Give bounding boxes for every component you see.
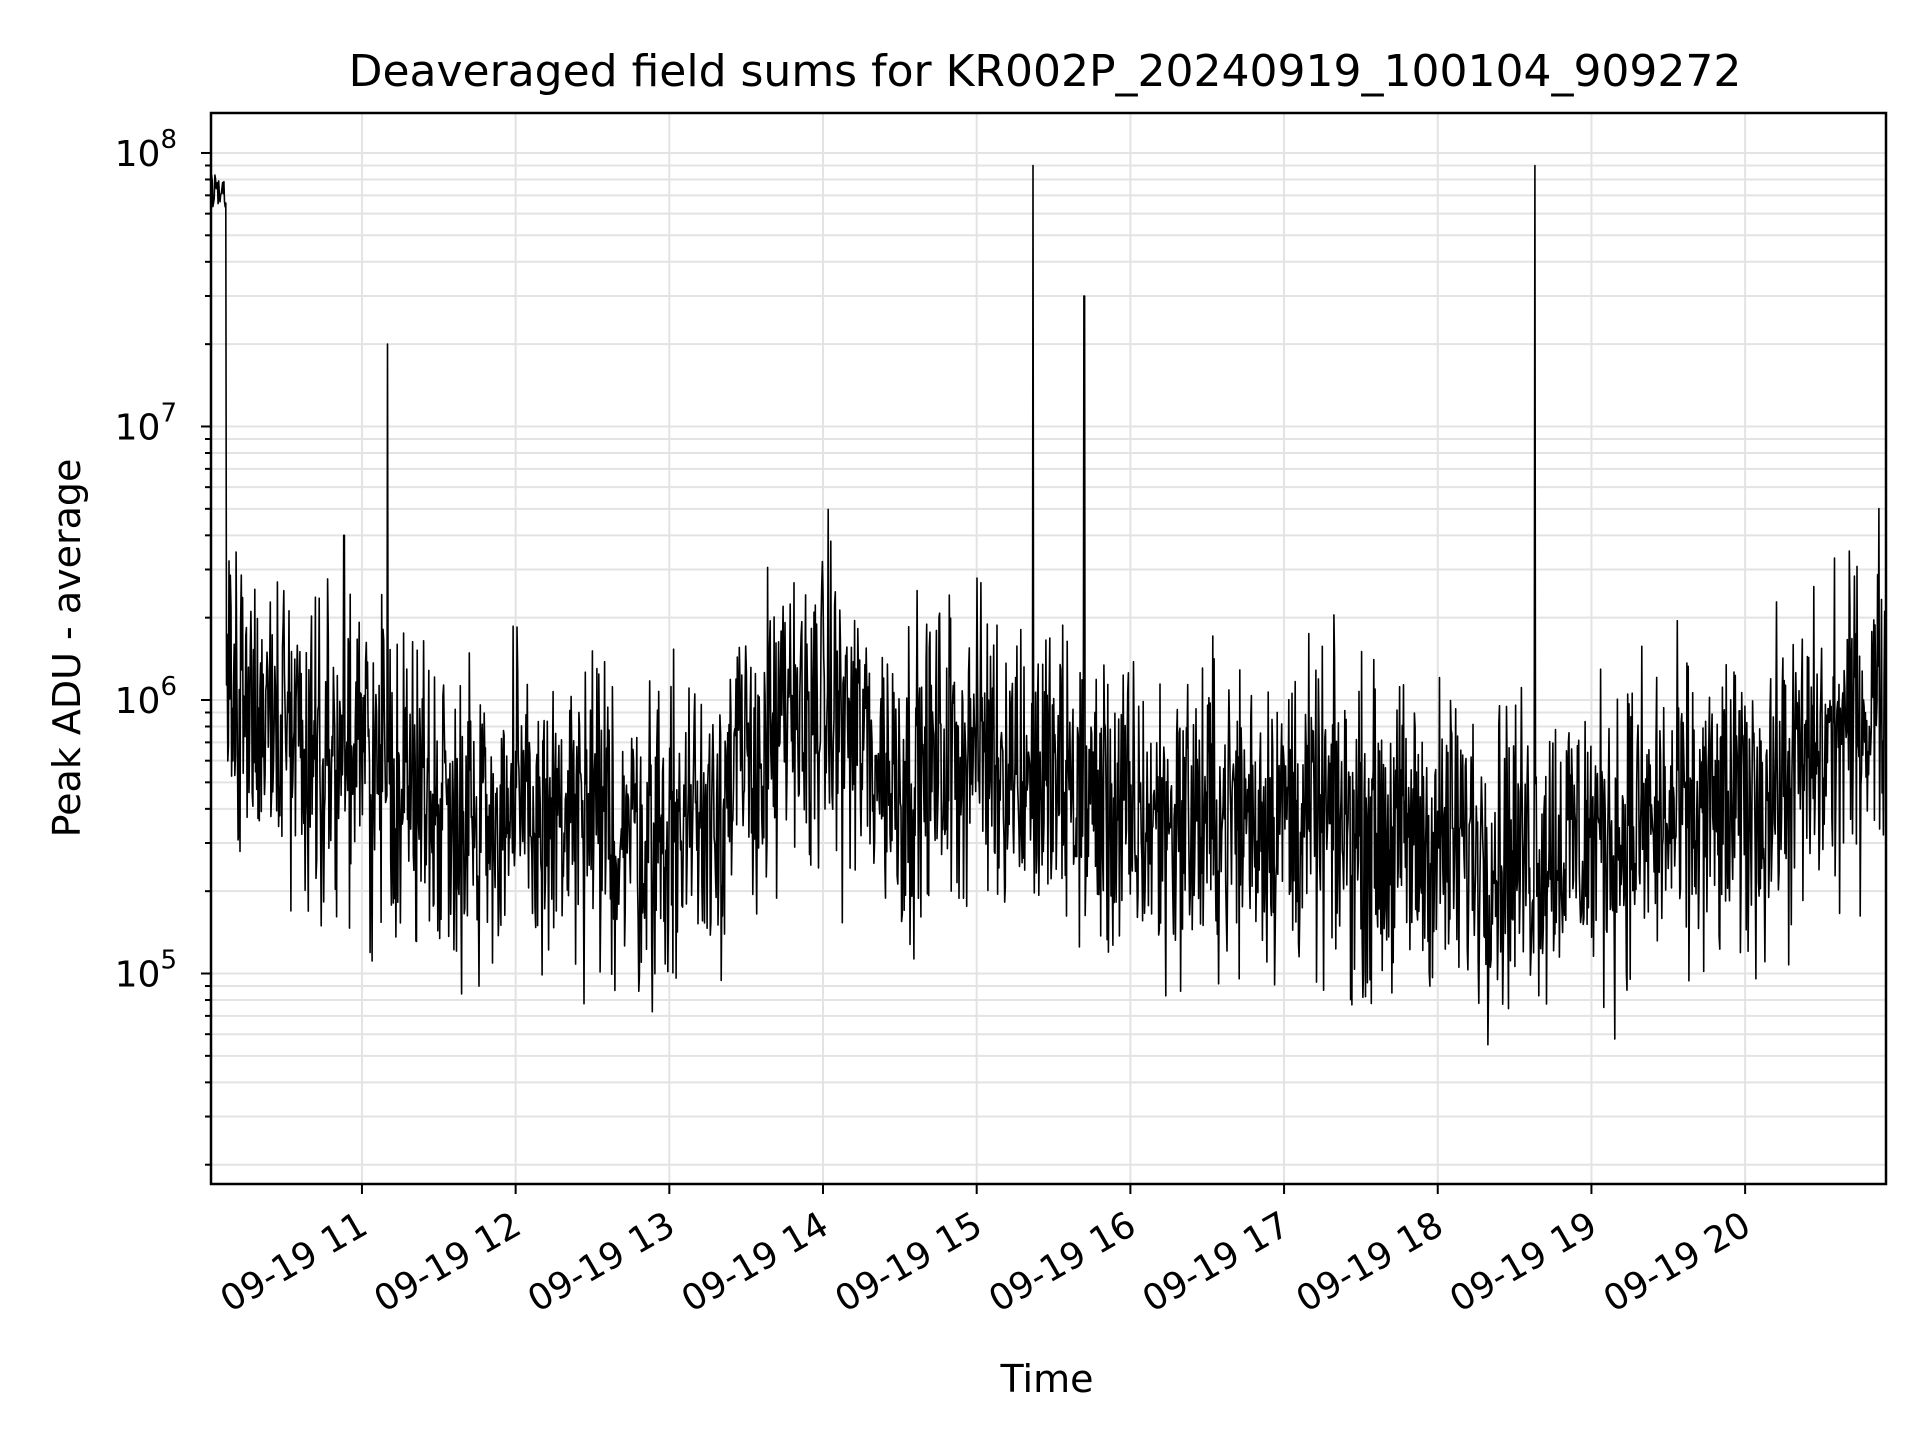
x-tick-label: 09-19 16 xyxy=(982,1204,1143,1320)
x-tick-label: 09-19 14 xyxy=(675,1204,836,1320)
x-axis-label: Time xyxy=(1000,1357,1094,1401)
x-tick-label: 09-19 17 xyxy=(1136,1204,1297,1320)
y-tick-label: 108 xyxy=(115,125,177,175)
y-axis-label: Peak ADU - average xyxy=(45,459,89,838)
y-tick-label: 107 xyxy=(115,398,177,448)
x-tick-label: 09-19 20 xyxy=(1597,1204,1758,1320)
y-axis: 105 106 107 108 xyxy=(115,125,211,1166)
x-tick-label: 09-19 18 xyxy=(1290,1204,1451,1320)
x-tick-label: 09-19 13 xyxy=(521,1204,682,1320)
series-layer xyxy=(210,164,1887,1046)
x-tick-label: 09-19 11 xyxy=(214,1204,375,1320)
series-line xyxy=(210,164,1887,1046)
chart-title: Deaveraged field sums for KR002P_2024091… xyxy=(349,46,1742,97)
y-tick-label: 106 xyxy=(115,672,177,722)
x-tick-label: 09-19 12 xyxy=(367,1204,528,1320)
x-tick-label: 09-19 19 xyxy=(1443,1204,1604,1320)
grid xyxy=(211,113,1886,1184)
x-tick-label: 09-19 15 xyxy=(829,1204,990,1320)
plot-frame xyxy=(209,111,1888,1186)
y-tick-label: 105 xyxy=(115,946,177,996)
